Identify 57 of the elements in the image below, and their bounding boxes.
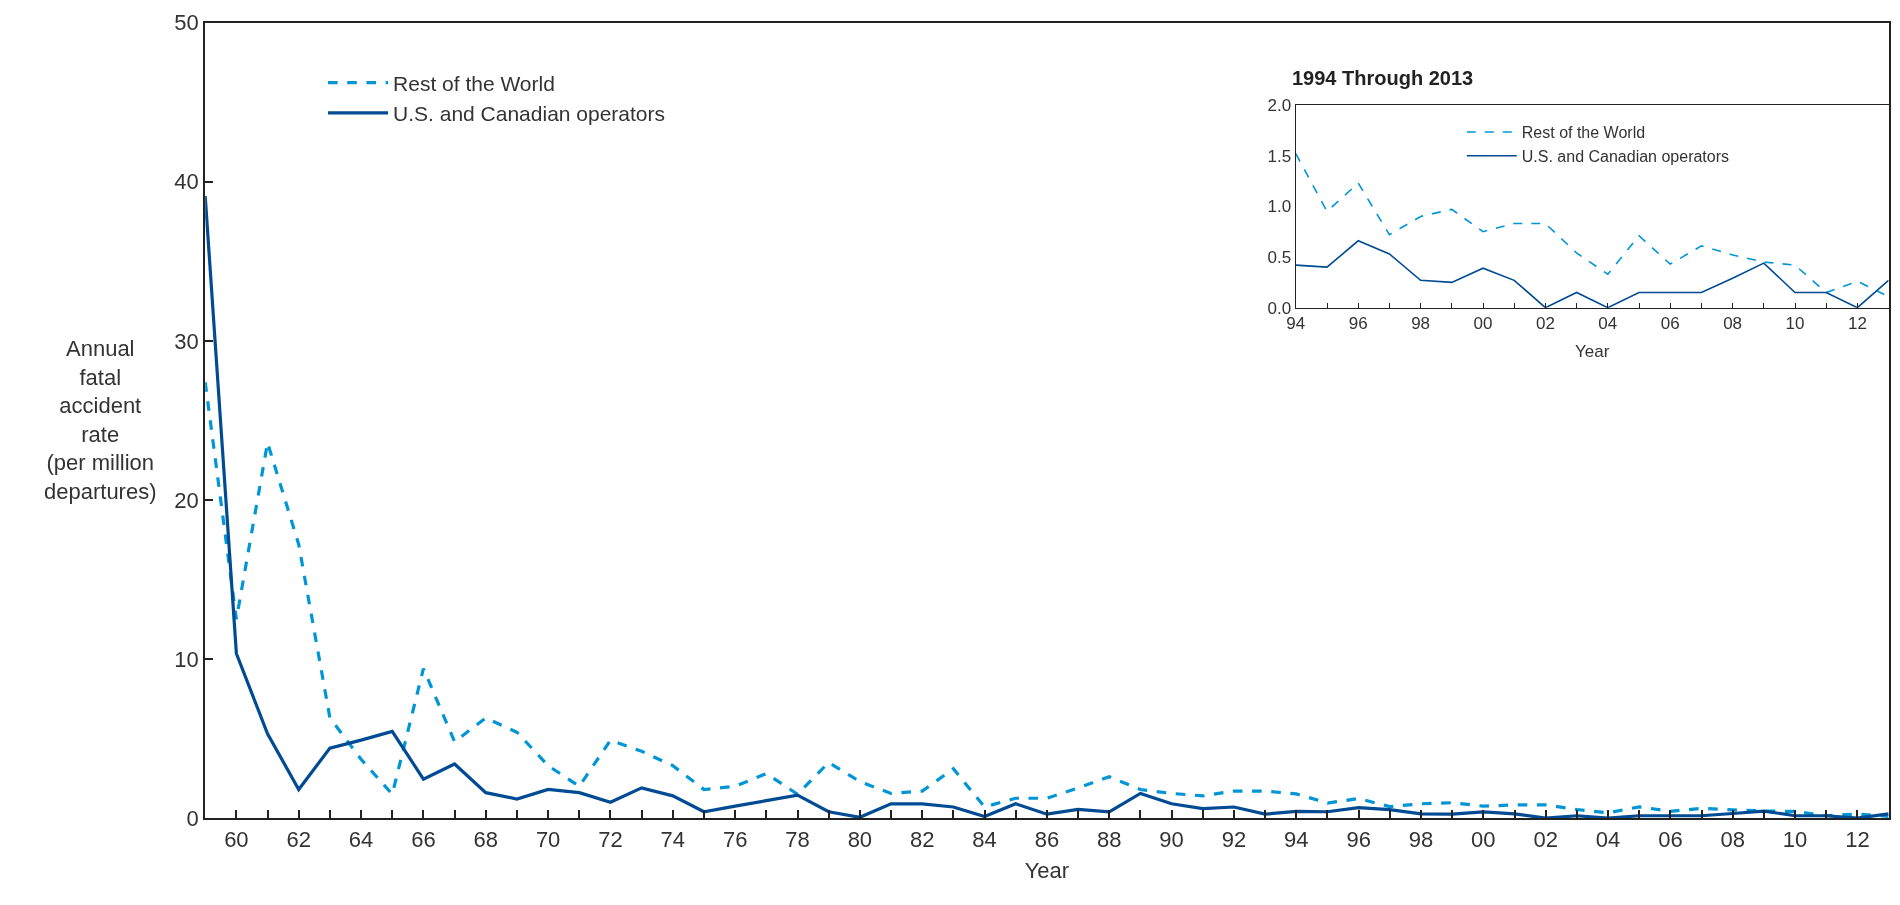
x-tick-label: 02 (1533, 826, 1558, 852)
x-tick-label: 88 (1097, 826, 1122, 852)
x-tick-label: 96 (1348, 314, 1368, 334)
x-tick-label: 04 (1595, 826, 1621, 852)
x-axis-title: Year (1575, 341, 1610, 361)
x-tick-label: 78 (785, 826, 810, 852)
x-tick-label: 98 (1408, 826, 1434, 852)
x-tick-label: 00 (1473, 314, 1493, 334)
x-tick-label: 84 (972, 826, 997, 852)
y-tick-label: 30 (174, 328, 199, 354)
x-tick-label: 12 (1845, 826, 1870, 852)
line-series (1295, 240, 1889, 308)
x-tick-label: 74 (660, 826, 686, 852)
x-tick-label: 06 (1660, 314, 1680, 334)
y-tick-label: 50 (174, 10, 199, 36)
x-tick-label: 60 (224, 826, 249, 852)
x-tick-label: 98 (1411, 314, 1431, 334)
x-tick-label: 72 (598, 826, 623, 852)
legend-label: Rest of the World (1521, 124, 1646, 142)
y-tick-label: 1.0 (1267, 197, 1292, 217)
x-tick-label: 10 (1785, 314, 1805, 334)
x-tick-label: 08 (1723, 314, 1743, 334)
legend-label: Rest of the World (393, 71, 555, 95)
x-tick-label: 82 (909, 826, 935, 852)
y-tick-label: 20 (174, 487, 199, 513)
x-tick-label: 00 (1471, 826, 1496, 852)
x-tick-label: 96 (1346, 826, 1371, 852)
x-tick-label: 02 (1535, 314, 1555, 334)
x-tick-label: 10 (1782, 826, 1808, 852)
x-tick-label: 94 (1284, 826, 1309, 852)
y-axis-title: Annual fatal accident rate (per million departures) (44, 336, 157, 504)
x-tick-label: 12 (1847, 314, 1867, 334)
legend-label: U.S. and Canadian operators (1521, 148, 1730, 166)
x-tick-label: 86 (1034, 826, 1060, 852)
x-axis-title: Year (1024, 857, 1070, 883)
line-series (205, 194, 1889, 819)
y-tick-label: 10 (174, 646, 199, 672)
x-tick-label: 70 (535, 826, 561, 852)
x-tick-label: 06 (1658, 826, 1683, 852)
x-tick-label: 80 (847, 826, 873, 852)
x-tick-label: 64 (348, 826, 374, 852)
x-tick-label: 68 (473, 826, 499, 852)
x-tick-label: 62 (286, 826, 311, 852)
line-series (205, 380, 1889, 818)
y-tick-label: 40 (174, 169, 199, 195)
legend-label: U.S. and Canadian operators (393, 102, 666, 126)
y-tick-label: 2.0 (1267, 95, 1292, 115)
x-tick-label: 76 (722, 826, 748, 852)
x-tick-label: 92 (1221, 826, 1247, 852)
y-tick-label: 0.5 (1267, 247, 1292, 267)
x-tick-label: 04 (1598, 314, 1618, 334)
y-tick-label: 0 (186, 805, 199, 831)
x-tick-label: 66 (411, 826, 436, 852)
x-tick-label: 08 (1720, 826, 1745, 852)
x-tick-label: 90 (1159, 826, 1184, 852)
chart-title: 1994 Through 2013 (1292, 67, 1474, 89)
y-tick-label: 1.5 (1267, 146, 1292, 166)
